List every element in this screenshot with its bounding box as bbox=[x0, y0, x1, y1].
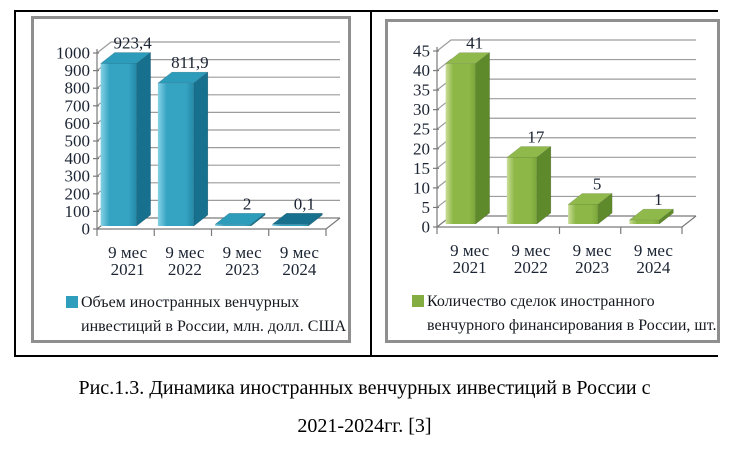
svg-text:800: 800 bbox=[65, 79, 91, 98]
svg-text:41: 41 bbox=[466, 34, 483, 53]
figure-caption-line1: Рис.1.3. Динамика иностранных венчурных … bbox=[78, 377, 651, 399]
svg-text:9 мес: 9 мес bbox=[450, 241, 489, 260]
svg-text:100: 100 bbox=[65, 202, 91, 221]
svg-text:25: 25 bbox=[413, 120, 430, 139]
svg-text:400: 400 bbox=[65, 149, 91, 168]
svg-text:9 мес: 9 мес bbox=[108, 243, 147, 262]
svg-text:30: 30 bbox=[413, 100, 430, 119]
svg-text:0,1: 0,1 bbox=[294, 194, 315, 213]
svg-text:900: 900 bbox=[65, 61, 91, 80]
svg-text:811,9: 811,9 bbox=[171, 53, 209, 72]
svg-text:15: 15 bbox=[413, 159, 430, 178]
svg-text:700: 700 bbox=[65, 96, 91, 115]
svg-text:45: 45 bbox=[413, 42, 430, 61]
svg-text:5: 5 bbox=[422, 198, 431, 217]
svg-text:2024: 2024 bbox=[282, 260, 317, 279]
svg-text:9 мес: 9 мес bbox=[573, 241, 612, 260]
svg-text:923,4: 923,4 bbox=[114, 33, 153, 52]
svg-text:0: 0 bbox=[82, 220, 91, 239]
svg-text:2022: 2022 bbox=[168, 260, 202, 279]
svg-text:1000: 1000 bbox=[56, 44, 90, 63]
svg-text:2023: 2023 bbox=[225, 260, 259, 279]
chart-frame-right: 41 17 5 1 0 5 10 15 20 25 30 35 40 45 9 мес 2021 9 мес 20… bbox=[385, 19, 720, 343]
svg-text:200: 200 bbox=[65, 184, 91, 203]
svg-text:500: 500 bbox=[65, 132, 91, 151]
svg-text:1: 1 bbox=[654, 190, 663, 209]
legend-line: инвестиций в России, млн. долл. США bbox=[81, 318, 347, 335]
charts-container: 923,4 811,9 2 0,1 0 100 200 300 400 500 600 700 800 9… bbox=[14, 10, 729, 357]
svg-text:9 мес: 9 мес bbox=[511, 241, 550, 260]
svg-text:2023: 2023 bbox=[575, 258, 609, 277]
svg-text:0: 0 bbox=[422, 218, 431, 237]
svg-text:17: 17 bbox=[527, 128, 545, 147]
svg-text:9 мес: 9 мес bbox=[634, 241, 673, 260]
figure-caption: Рис.1.3. Динамика иностранных венчурных … bbox=[0, 369, 729, 445]
chart-panel-investment-volume: 923,4 811,9 2 0,1 0 100 200 300 400 500 600 700 800 9… bbox=[16, 12, 372, 355]
legend-deal-count: Количество сделок иностранного венчурног… bbox=[412, 290, 717, 338]
svg-text:10: 10 bbox=[413, 178, 430, 197]
svg-text:9 мес: 9 мес bbox=[280, 243, 319, 262]
legend-text: Количество сделок иностранного венчурног… bbox=[427, 290, 717, 338]
legend-line: Объем иностранных венчурных bbox=[81, 294, 300, 311]
legend-text: Объем иностранных венчурных инвестиций в… bbox=[81, 291, 346, 339]
svg-text:20: 20 bbox=[413, 139, 430, 158]
svg-text:2021: 2021 bbox=[111, 260, 145, 279]
svg-text:2024: 2024 bbox=[636, 258, 671, 277]
svg-text:600: 600 bbox=[65, 114, 91, 133]
chart-panel-deal-count: 41 17 5 1 0 5 10 15 20 25 30 35 40 45 9 мес 2021 9 мес 20… bbox=[372, 12, 729, 355]
legend-line: Количество сделок иностранного bbox=[427, 293, 655, 310]
legend-line: венчурного финансирования в России, шт. bbox=[427, 317, 717, 334]
svg-text:9 мес: 9 мес bbox=[223, 243, 262, 262]
svg-text:2: 2 bbox=[243, 194, 252, 213]
chart-frame-left: 923,4 811,9 2 0,1 0 100 200 300 400 500 600 700 800 9… bbox=[31, 16, 351, 343]
legend-swatch-green-icon bbox=[412, 295, 424, 307]
svg-text:2021: 2021 bbox=[453, 258, 487, 277]
legend-swatch-teal-icon bbox=[66, 296, 78, 308]
svg-text:5: 5 bbox=[593, 174, 602, 193]
figure-caption-line2: 2021-2024гг. [3] bbox=[297, 415, 432, 437]
svg-text:9 мес: 9 мес bbox=[165, 243, 204, 262]
svg-text:300: 300 bbox=[65, 167, 91, 186]
legend-investment-volume: Объем иностранных венчурных инвестиций в… bbox=[66, 291, 348, 339]
svg-text:40: 40 bbox=[413, 61, 430, 80]
svg-text:2022: 2022 bbox=[514, 258, 548, 277]
svg-text:35: 35 bbox=[413, 81, 430, 100]
